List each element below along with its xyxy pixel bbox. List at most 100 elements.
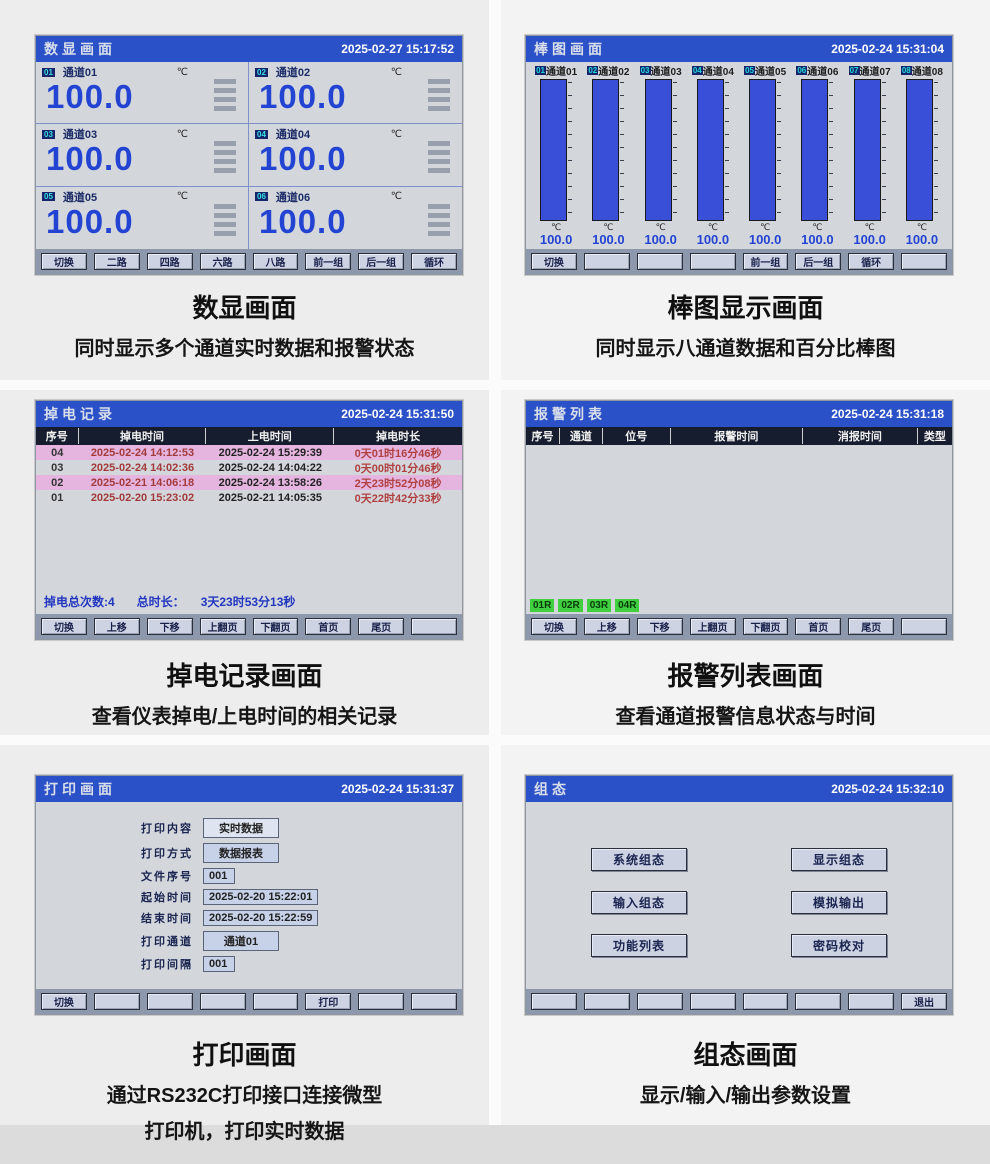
screen-timestamp: 2025-02-24 15:32:10 (831, 782, 944, 796)
softkey-button[interactable]: 首页 (305, 618, 352, 635)
channel-name: 通道01 (62, 67, 98, 79)
config-menu-button[interactable]: 密码校对 (791, 934, 887, 957)
caption: 数显画面 同时显示多个通道实时数据和报警状态 (0, 288, 489, 361)
softkey-button[interactable] (901, 618, 947, 635)
bar-gauge (801, 79, 834, 221)
softkey-bar: 切换 打印 (36, 989, 462, 1014)
row-duration: 0天01时16分46秒 (354, 447, 442, 460)
softkey-button[interactable]: 切换 (531, 253, 577, 270)
config-menu-button[interactable]: 系统组态 (591, 848, 687, 871)
softkey-button[interactable]: 八路 (252, 253, 299, 270)
field-value-input[interactable]: 2025-02-20 15:22:59 (203, 910, 319, 926)
softkey-button[interactable]: 循环 (411, 253, 457, 270)
softkey-button[interactable]: 上翻页 (199, 618, 246, 635)
softkey-button[interactable] (411, 993, 457, 1010)
softkey-button[interactable] (583, 253, 630, 270)
cell-alarm: 报警列表 2025-02-24 15:31:18 序号 通道 位号 报警时间 消报时间类… (501, 390, 990, 735)
field-value-input[interactable]: 2025-02-20 15:22:01 (203, 889, 319, 905)
screen-header: 组态 2025-02-24 15:32:10 (526, 776, 952, 802)
softkey-button[interactable]: 二路 (93, 253, 140, 270)
softkey-bar: 切换 二路 四路 六路 八路 前一组 后一组 循环 (36, 249, 462, 274)
bar-scale-ticks (777, 82, 782, 218)
channel-name: 通道05 (62, 191, 98, 204)
config-menu-button[interactable]: 显示组态 (791, 848, 887, 871)
config-menu-button[interactable]: 模拟输出 (791, 891, 887, 914)
softkey-button[interactable]: 退出 (901, 993, 947, 1010)
softkey-button[interactable] (901, 253, 947, 270)
softkey-button[interactable] (146, 993, 193, 1010)
table-row[interactable]: 01 2025-02-20 15:23:02 2025-02-21 14:05:… (36, 490, 462, 505)
config-menu-button[interactable]: 输入组态 (591, 891, 687, 914)
level-indicator-icon (428, 79, 450, 111)
bar-scale-ticks (620, 82, 625, 218)
channel-cell: 03 通道03 ℃ 100.0 (36, 124, 249, 187)
table-row[interactable]: 04 2025-02-24 14:12:53 2025-02-24 15:29:… (36, 445, 462, 460)
cell-poweroff: 掉电记录 2025-02-24 15:31:50 序号 掉电时间 上电时间 掉电时长 … (0, 390, 489, 735)
softkey-button[interactable]: 下移 (146, 618, 193, 635)
softkey-button[interactable]: 尾页 (358, 618, 405, 635)
softkey-button[interactable]: 下翻页 (742, 618, 789, 635)
softkey-button[interactable]: 循环 (848, 253, 895, 270)
field-value-input[interactable]: 通道01 (203, 931, 279, 951)
softkey-button[interactable] (689, 993, 736, 1010)
table-header: 序号 掉电时间 上电时间 掉电时长 (36, 427, 462, 445)
softkey-button[interactable]: 切换 (41, 993, 87, 1010)
softkey-button[interactable]: 前一组 (742, 253, 789, 270)
softkey-button[interactable] (199, 993, 246, 1010)
softkey-bar: 切换 上移 下移 上翻页 下翻页 首页 尾页 (526, 614, 952, 639)
bottom-strip (0, 1125, 990, 1164)
table-row[interactable]: 02 2025-02-21 14:06:18 2025-02-24 13:58:… (36, 475, 462, 490)
table-column-header: 序号 (526, 428, 561, 444)
softkey-button[interactable]: 下移 (636, 618, 683, 635)
softkey-button[interactable]: 切换 (41, 618, 87, 635)
softkey-button[interactable]: 打印 (305, 993, 352, 1010)
softkey-button[interactable]: 下翻页 (252, 618, 299, 635)
softkey-button[interactable] (252, 993, 299, 1010)
softkey-button[interactable]: 首页 (795, 618, 842, 635)
channel-value: 100.0 (592, 232, 625, 247)
channel-number-badge: 03 (42, 129, 55, 139)
softkey-button[interactable]: 上移 (93, 618, 140, 635)
softkey-button[interactable]: 尾页 (848, 618, 895, 635)
config-menu-button[interactable]: 功能列表 (591, 934, 687, 957)
channel-name: 通道03 (62, 129, 98, 142)
row-seq: 03 (51, 461, 64, 474)
softkey-button[interactable]: 六路 (199, 253, 246, 270)
caption-desc: 显示/输入/输出参数设置 (501, 1079, 990, 1108)
field-value-input[interactable]: 001 (203, 868, 235, 884)
form-row: 打印间隔 001 (141, 956, 462, 972)
cell-config: 组态 2025-02-24 15:32:10 系统组态 显示组态输入组态 模拟输出功… (501, 745, 990, 1125)
channel-value: 100.0 (853, 232, 886, 247)
table-column-header: 通道 (560, 428, 603, 444)
softkey-button[interactable] (689, 253, 736, 270)
table-row[interactable]: 03 2025-02-24 14:02:36 2025-02-24 14:04:… (36, 460, 462, 475)
softkey-button[interactable] (848, 993, 895, 1010)
softkey-button[interactable]: 上移 (583, 618, 630, 635)
field-value-input[interactable]: 数据报表 (203, 843, 279, 863)
table-header: 序号 通道 位号 报警时间 消报时间 类型 (526, 427, 952, 445)
softkey-button[interactable]: 四路 (146, 253, 193, 270)
softkey-button[interactable] (583, 993, 630, 1010)
softkey-button[interactable] (795, 993, 842, 1010)
channel-number-badge: 06 (255, 192, 268, 202)
channel-unit: ℃ (390, 191, 402, 203)
softkey-button[interactable]: 后一组 (358, 253, 405, 270)
softkey-button[interactable] (411, 618, 457, 635)
softkey-button[interactable] (636, 253, 683, 270)
field-value-input[interactable]: 001 (203, 956, 235, 972)
softkey-button[interactable]: 后一组 (795, 253, 842, 270)
softkey-button[interactable]: 前一组 (305, 253, 352, 270)
bar-gauge (540, 79, 573, 221)
channel-name: 通道04 (702, 67, 734, 78)
softkey-button[interactable] (636, 993, 683, 1010)
softkey-button[interactable]: 上翻页 (689, 618, 736, 635)
softkey-button[interactable] (358, 993, 405, 1010)
softkey-button[interactable] (93, 993, 140, 1010)
bar-column: 05 通道05 ℃ 100.0 (739, 63, 791, 247)
row-poweron-time: 2025-02-24 13:58:26 (218, 476, 322, 489)
softkey-button[interactable] (531, 993, 577, 1010)
field-value-input[interactable]: 实时数据 (203, 818, 279, 838)
softkey-button[interactable] (742, 993, 789, 1010)
softkey-button[interactable]: 切换 (531, 618, 577, 635)
softkey-button[interactable]: 切换 (41, 253, 87, 270)
